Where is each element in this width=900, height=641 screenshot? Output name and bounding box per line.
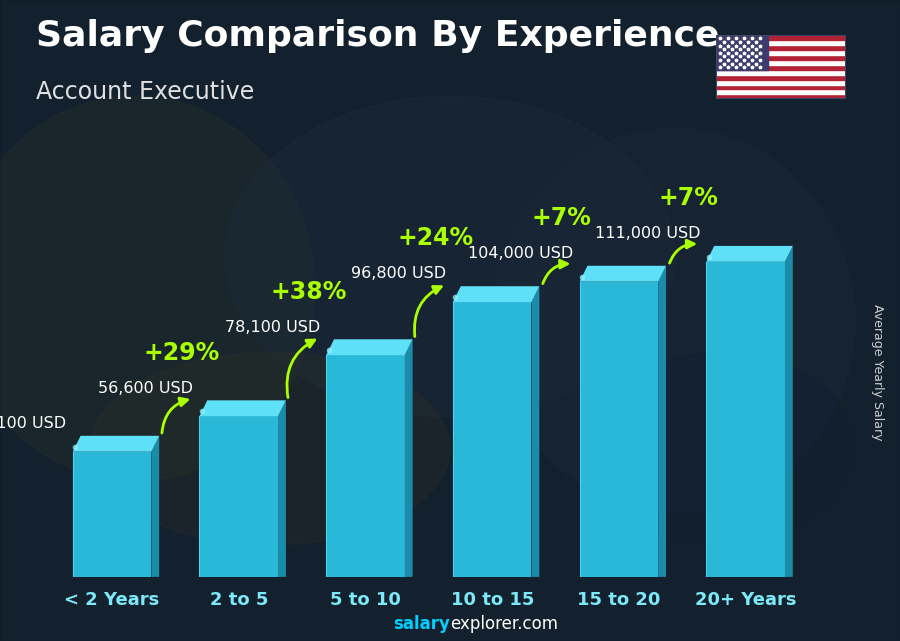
Text: Salary Comparison By Experience: Salary Comparison By Experience (36, 19, 719, 53)
Bar (716, 35, 846, 40)
Bar (716, 40, 846, 45)
FancyArrowPatch shape (162, 398, 187, 433)
Text: explorer.com: explorer.com (450, 615, 558, 633)
Polygon shape (278, 401, 286, 577)
Bar (716, 60, 846, 65)
Ellipse shape (225, 96, 675, 417)
FancyArrowPatch shape (287, 340, 315, 397)
Polygon shape (453, 287, 539, 302)
Text: 111,000 USD: 111,000 USD (595, 226, 700, 241)
Polygon shape (405, 339, 412, 577)
Bar (716, 85, 846, 90)
Text: +38%: +38% (270, 279, 346, 304)
Bar (716, 75, 846, 79)
Polygon shape (785, 246, 793, 577)
Text: Account Executive: Account Executive (36, 80, 254, 104)
Bar (716, 50, 846, 55)
Bar (716, 79, 846, 85)
Text: 56,600 USD: 56,600 USD (98, 381, 194, 395)
Polygon shape (532, 287, 539, 577)
Text: Average Yearly Salary: Average Yearly Salary (871, 304, 884, 440)
Polygon shape (580, 281, 658, 577)
Bar (716, 45, 846, 50)
Text: 96,800 USD: 96,800 USD (351, 267, 446, 281)
Polygon shape (73, 436, 159, 452)
Text: 44,100 USD: 44,100 USD (0, 416, 67, 431)
Polygon shape (151, 436, 159, 577)
Polygon shape (453, 302, 532, 577)
Ellipse shape (0, 96, 315, 481)
Bar (716, 55, 846, 60)
Bar (716, 65, 846, 70)
Polygon shape (706, 246, 793, 262)
Text: +29%: +29% (144, 340, 220, 365)
Bar (716, 90, 846, 94)
Bar (716, 35, 768, 70)
Text: +7%: +7% (532, 206, 592, 230)
Text: 104,000 USD: 104,000 USD (468, 246, 573, 261)
FancyArrowPatch shape (415, 287, 441, 337)
FancyArrowPatch shape (543, 260, 567, 283)
Polygon shape (73, 452, 151, 577)
Ellipse shape (495, 128, 855, 513)
Bar (716, 94, 846, 99)
Polygon shape (200, 401, 286, 416)
Polygon shape (200, 416, 278, 577)
Text: salary: salary (393, 615, 450, 633)
Polygon shape (326, 339, 412, 355)
Bar (716, 70, 846, 75)
Polygon shape (580, 266, 666, 281)
Ellipse shape (90, 353, 450, 545)
Polygon shape (326, 355, 405, 577)
Text: +24%: +24% (397, 226, 473, 251)
Text: +7%: +7% (659, 186, 718, 210)
Polygon shape (658, 266, 666, 577)
Polygon shape (706, 262, 785, 577)
Text: 78,100 USD: 78,100 USD (225, 319, 320, 335)
Ellipse shape (585, 353, 855, 545)
FancyArrowPatch shape (670, 240, 694, 263)
